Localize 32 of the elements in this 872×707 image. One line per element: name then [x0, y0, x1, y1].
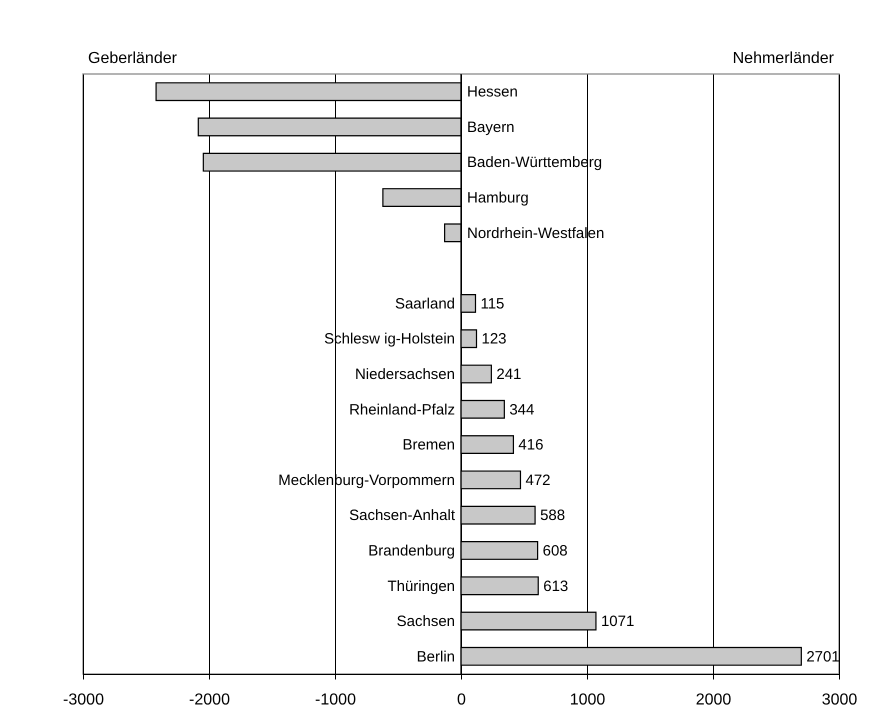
y-tick-label: Bremen [402, 436, 455, 454]
x-tick-label: 1000 [570, 692, 606, 707]
x-tick-label: -3000 [63, 692, 104, 707]
y-tick-label: Hamburg [467, 190, 529, 207]
data-label: 115 [480, 295, 504, 312]
text: Nehmerländer [732, 50, 835, 67]
y-tick-label: Saarland [394, 295, 455, 312]
x-tick-label: 0 [457, 692, 466, 707]
y-tick-label: Bayern [467, 118, 515, 136]
y-tick-label: Niedersachsen [354, 366, 455, 383]
y-tick-label: Berlin [416, 648, 455, 666]
data-label: 1071 [600, 613, 634, 630]
data-label: 472 [525, 472, 551, 489]
x-tick-label: -1000 [315, 692, 356, 707]
text: Geberländer [88, 50, 178, 67]
data-label: 613 [543, 578, 568, 595]
y-tick-label: Hessen [467, 84, 518, 101]
x-tick-label: 3000 [822, 692, 858, 707]
data-label: 2701 [806, 648, 840, 666]
y-tick-label: Sachsen [396, 613, 455, 630]
y-tick-label: Rheinland-Pfalz [349, 401, 455, 418]
y-tick-label: Brandenburg [368, 542, 455, 560]
x-tick-label: 2000 [696, 692, 732, 707]
data-label: 344 [509, 401, 534, 418]
data-label: 588 [540, 507, 566, 524]
data-label: 241 [496, 366, 522, 383]
data-label: 608 [542, 542, 568, 560]
data-label: 416 [518, 436, 544, 454]
y-tick-label: Sachsen-Anhalt [349, 507, 456, 524]
data-label: 123 [482, 330, 507, 348]
x-tick-label: -2000 [189, 692, 230, 707]
y-tick-label: Thüringen [387, 578, 455, 595]
